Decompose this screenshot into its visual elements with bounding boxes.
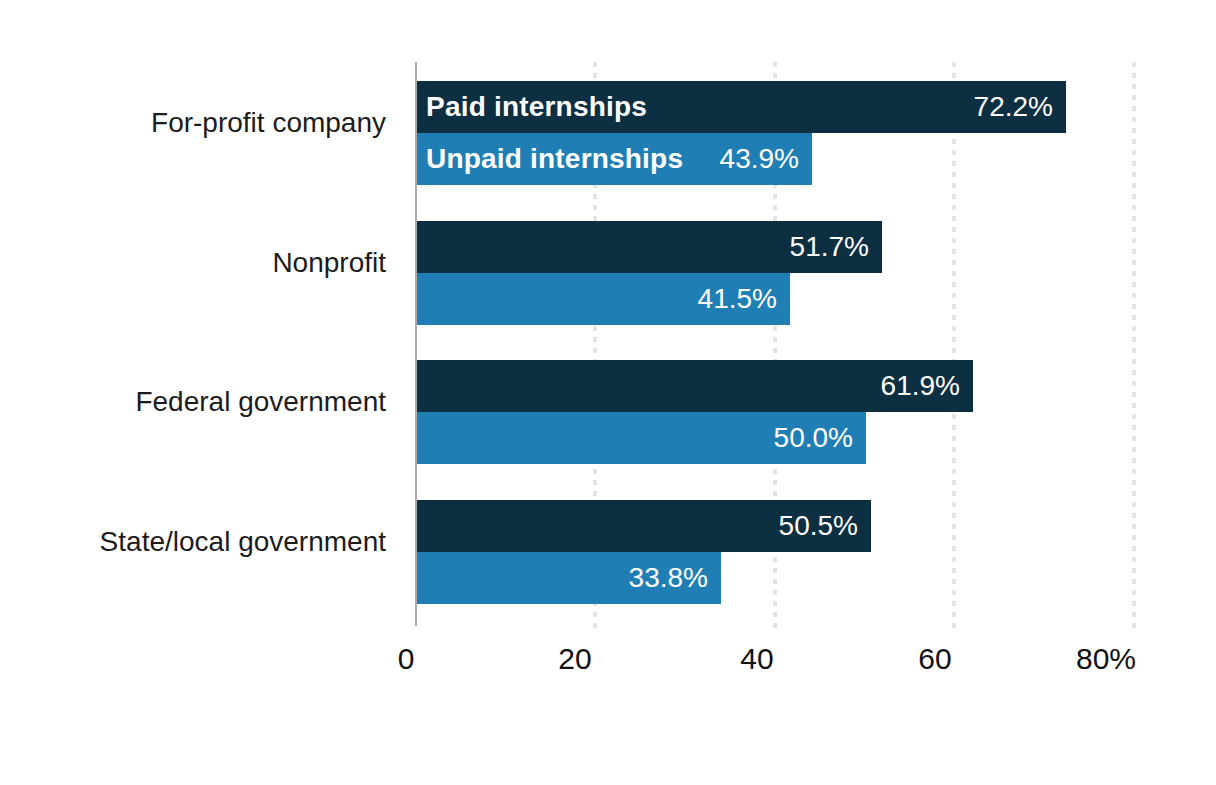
value-label: 50.5%	[761, 510, 858, 542]
legend-label-paid: Paid internships	[426, 91, 647, 123]
unpaid-bar: 33.8%	[417, 552, 721, 604]
category-label: State/local government	[0, 527, 386, 557]
category-label: Nonprofit	[0, 248, 386, 278]
category-label: For-profit company	[0, 108, 386, 138]
value-label: 51.7%	[772, 231, 869, 263]
paid-bar: Paid internships 72.2%	[417, 81, 1066, 133]
legend-label-unpaid: Unpaid internships	[426, 143, 683, 175]
value-label: 72.2%	[956, 91, 1053, 123]
unpaid-bar: 41.5%	[417, 273, 790, 325]
gridline-80	[1132, 62, 1136, 634]
unpaid-bar: 50.0%	[417, 412, 866, 464]
value-label: 61.9%	[863, 370, 960, 402]
paid-bar: 50.5%	[417, 500, 871, 552]
value-label: 41.5%	[680, 283, 777, 315]
x-tick-label: 40	[687, 644, 827, 674]
x-tick-label: 60	[865, 644, 1005, 674]
unpaid-bar: Unpaid internships 43.9%	[417, 133, 812, 185]
paid-bar: 51.7%	[417, 221, 882, 273]
paid-bar: 61.9%	[417, 360, 973, 412]
x-tick-label: 20	[505, 644, 645, 674]
x-tick-label: 80%	[1036, 644, 1176, 674]
grouped-bar-chart: Paid internships 72.2% Unpaid internships 4…	[0, 0, 1216, 785]
value-label: 43.9%	[702, 143, 799, 175]
gridline-60	[952, 62, 956, 634]
x-tick-label: 0	[336, 644, 476, 674]
value-label: 33.8%	[611, 562, 708, 594]
value-label: 50.0%	[756, 422, 853, 454]
category-label: Federal government	[0, 387, 386, 417]
